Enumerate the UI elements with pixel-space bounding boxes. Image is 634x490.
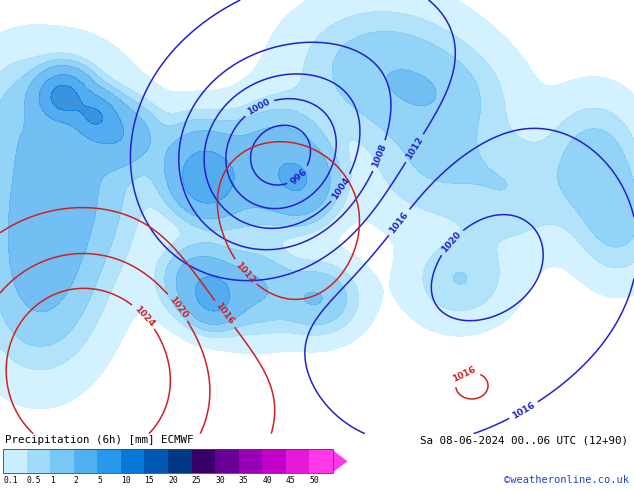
Text: 1016: 1016 [451, 365, 477, 384]
Text: 1020: 1020 [440, 230, 463, 254]
Text: 1012: 1012 [404, 135, 425, 161]
Bar [238, 449, 262, 473]
Text: 0.1: 0.1 [3, 476, 18, 486]
Text: 20: 20 [168, 476, 178, 486]
Text: 40: 40 [262, 476, 272, 486]
Text: 0.5: 0.5 [27, 476, 41, 486]
Text: 15: 15 [145, 476, 154, 486]
Bar [27, 449, 50, 473]
Bar [309, 449, 333, 473]
Text: 996: 996 [289, 167, 309, 186]
Text: 25: 25 [191, 476, 202, 486]
Bar [191, 449, 215, 473]
Bar [215, 449, 238, 473]
Text: Precipitation (6h) [mm] ECMWF: Precipitation (6h) [mm] ECMWF [5, 435, 193, 445]
Text: 30: 30 [215, 476, 225, 486]
Bar [3, 449, 27, 473]
Text: 5: 5 [98, 476, 102, 486]
Text: 1016: 1016 [214, 301, 236, 327]
Bar [121, 449, 145, 473]
Text: 1004: 1004 [331, 175, 352, 201]
Text: 1016: 1016 [511, 400, 537, 420]
Bar [168, 449, 191, 473]
Text: 2: 2 [74, 476, 79, 486]
Text: 1008: 1008 [371, 143, 388, 169]
Bar [262, 449, 286, 473]
Bar [98, 449, 121, 473]
Text: 1024: 1024 [133, 304, 156, 328]
Bar [3, 449, 333, 473]
Text: 1016: 1016 [388, 210, 410, 235]
Bar [145, 449, 168, 473]
Text: Sa 08-06-2024 00..06 UTC (12+90): Sa 08-06-2024 00..06 UTC (12+90) [420, 435, 628, 445]
Bar [74, 449, 98, 473]
Text: 1012: 1012 [233, 260, 257, 285]
Text: 35: 35 [238, 476, 249, 486]
Text: 1020: 1020 [167, 294, 189, 320]
FancyArrow shape [333, 451, 347, 472]
Text: 50: 50 [309, 476, 319, 486]
Text: 1: 1 [50, 476, 55, 486]
Text: ©weatheronline.co.uk: ©weatheronline.co.uk [504, 475, 629, 486]
Bar [50, 449, 74, 473]
Text: 1000: 1000 [246, 97, 271, 116]
Bar [286, 449, 309, 473]
Text: 10: 10 [121, 476, 131, 486]
Text: 45: 45 [286, 476, 295, 486]
